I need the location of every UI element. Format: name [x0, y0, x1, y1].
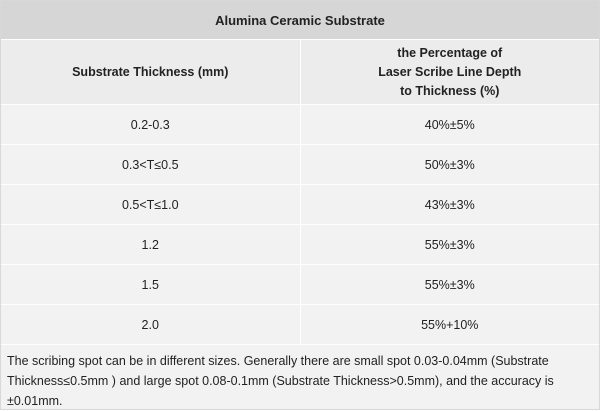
table-title: Alumina Ceramic Substrate	[1, 1, 599, 39]
table-row: 1.2 55%±3%	[1, 225, 599, 265]
thickness-cell: 0.3<T≤0.5	[1, 145, 301, 184]
thickness-cell: 2.0	[1, 305, 301, 344]
header-line: the Percentage of	[397, 45, 503, 60]
percentage-cell: 40%±5%	[424, 117, 475, 132]
thickness-cell: 1.2	[1, 225, 301, 264]
header-line: Laser Scribe Line Depth	[378, 64, 522, 79]
table-row: 0.2-0.3 40%±5%	[1, 105, 599, 145]
table-row: 2.0 55%+10%	[1, 305, 599, 345]
percentage-cell: 55%±3%	[424, 237, 475, 252]
thickness-cell: 0.2-0.3	[1, 105, 301, 144]
thickness-cell: 1.5	[1, 265, 301, 304]
percentage-cell: 55%+10%	[421, 317, 479, 332]
table-footnote: The scribing spot can be in different si…	[7, 354, 554, 408]
percentage-cell: 50%±3%	[424, 157, 475, 172]
table-row: 1.5 55%±3%	[1, 265, 599, 305]
table-header-row: Substrate Thickness (mm) the Percentage …	[1, 39, 599, 105]
table-row: 0.5<T≤1.0 43%±3%	[1, 185, 599, 225]
percentage-cell: 43%±3%	[424, 197, 475, 212]
header-line: to Thickness (%)	[400, 83, 500, 98]
header-substrate-thickness: Substrate Thickness (mm)	[1, 40, 301, 104]
header-scribe-depth-percentage: the Percentage of Laser Scribe Line Dept…	[301, 40, 600, 104]
table-row: 0.3<T≤0.5 50%±3%	[1, 145, 599, 185]
percentage-cell: 55%±3%	[424, 277, 475, 292]
thickness-cell: 0.5<T≤1.0	[1, 185, 301, 224]
table-body: 0.2-0.3 40%±5% 0.3<T≤0.5 50%±3% 0.5<T≤1.…	[1, 105, 599, 345]
